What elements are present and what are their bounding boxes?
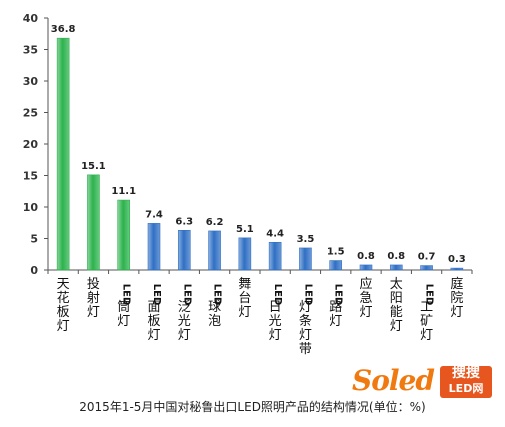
bar-value-label: 7.4 bbox=[145, 209, 163, 220]
bar-value-label: 1.5 bbox=[327, 247, 345, 258]
bar bbox=[117, 199, 131, 271]
watermark-word: Soled bbox=[352, 364, 435, 397]
bar bbox=[359, 264, 373, 271]
x-category-label: 日光灯 bbox=[269, 300, 282, 343]
x-category-label: 天花板灯 bbox=[57, 277, 70, 334]
y-tick-label: 20 bbox=[23, 138, 39, 151]
bar bbox=[208, 230, 221, 271]
x-category-label-latin: LED bbox=[333, 284, 344, 306]
bar-value-label: 3.5 bbox=[297, 234, 315, 245]
bar bbox=[420, 265, 433, 271]
bar bbox=[87, 174, 100, 271]
y-tick-label: 0 bbox=[30, 264, 38, 277]
x-category-label-latin: LED bbox=[212, 284, 223, 306]
y-tick-label: 35 bbox=[23, 44, 38, 57]
bar-value-label: 0.3 bbox=[448, 254, 466, 265]
x-category-label: 工矿灯 bbox=[420, 300, 433, 343]
soled-watermark-logo: Soled 搜搜 LED网 bbox=[352, 362, 492, 402]
bar-value-label: 5.1 bbox=[236, 224, 254, 235]
watermark-badge-top: 搜搜 bbox=[452, 365, 480, 381]
bar bbox=[299, 247, 312, 271]
x-category-label: 球泡 bbox=[208, 300, 221, 329]
y-tick-label: 40 bbox=[23, 12, 39, 25]
x-category-label: 舞台灯 bbox=[238, 277, 251, 320]
x-category-label: 泛光灯 bbox=[178, 300, 191, 343]
x-category-label-latin: LED bbox=[121, 284, 132, 306]
bar-value-label: 6.3 bbox=[175, 216, 193, 227]
x-category-label: 投射灯 bbox=[87, 276, 100, 320]
x-category-label: 太阳能灯 bbox=[390, 277, 403, 334]
x-category-label-latin: LED bbox=[424, 284, 435, 306]
bar-chart: 051015202530354036.8天花板灯15.1投射灯11.1筒灯LED… bbox=[23, 12, 473, 357]
y-tick-label: 10 bbox=[23, 201, 39, 214]
bar bbox=[177, 230, 191, 271]
y-tick-label: 5 bbox=[30, 233, 38, 246]
bar bbox=[56, 37, 70, 271]
chart-caption: 2015年1-5月中国对秘鲁出口LED照明产品的结构情况(单位：%) bbox=[79, 400, 426, 414]
watermark-badge: 搜搜 LED网 bbox=[440, 366, 492, 398]
bar-value-label: 0.8 bbox=[357, 251, 375, 262]
x-category-label-latin: LED bbox=[272, 284, 283, 306]
bar bbox=[268, 241, 282, 271]
x-category-label: 灯条灯带 bbox=[299, 300, 312, 357]
bar bbox=[389, 264, 403, 271]
x-category-label-latin: LED bbox=[181, 284, 192, 306]
watermark-badge-bottom: LED网 bbox=[448, 382, 484, 395]
bar-value-label: 11.1 bbox=[111, 186, 136, 197]
bar-value-label: 0.7 bbox=[418, 252, 436, 263]
x-category-label: 面板灯 bbox=[147, 300, 160, 343]
y-tick-label: 25 bbox=[23, 107, 38, 120]
bar-value-label: 6.2 bbox=[206, 217, 224, 228]
bar-value-label: 0.8 bbox=[387, 251, 405, 262]
y-tick-label: 15 bbox=[23, 170, 38, 183]
bar bbox=[329, 260, 343, 271]
bar bbox=[238, 237, 252, 271]
x-category-label-latin: LED bbox=[151, 284, 162, 306]
x-category-label: 路灯 bbox=[329, 299, 342, 329]
bar bbox=[147, 223, 161, 271]
x-category-label-latin: LED bbox=[302, 284, 313, 306]
x-category-label: 筒灯 bbox=[117, 299, 130, 329]
bar bbox=[450, 267, 464, 271]
y-tick-label: 30 bbox=[23, 75, 39, 88]
x-category-label: 应急灯 bbox=[359, 276, 372, 320]
bar-value-label: 36.8 bbox=[51, 24, 76, 35]
bar-value-label: 4.4 bbox=[266, 228, 284, 239]
bar-value-label: 15.1 bbox=[81, 161, 106, 172]
x-category-label: 庭院灯 bbox=[450, 276, 463, 320]
